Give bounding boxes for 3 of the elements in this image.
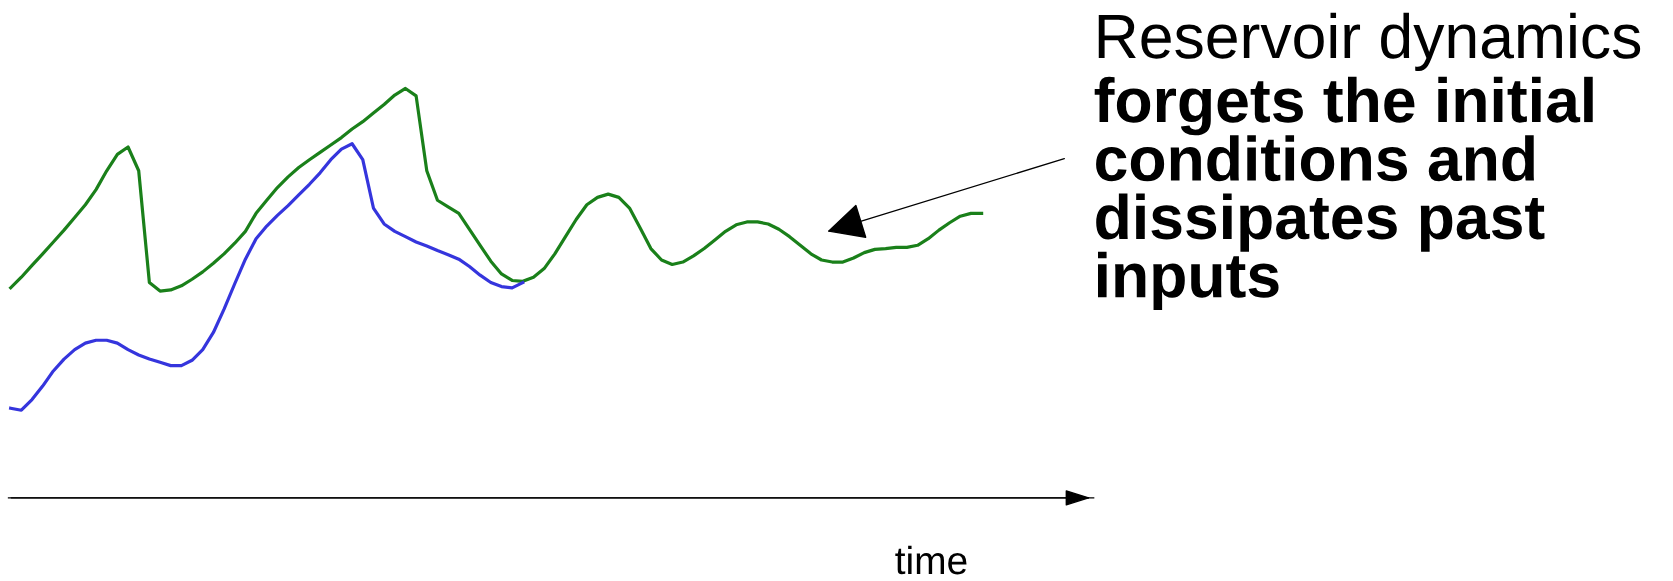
x-axis-title: time: [895, 545, 967, 575]
text: forgets the initial conditions and dissipates past inputs: [1094, 76, 1593, 311]
text: Reservoir dynamics: [1098, 12, 1641, 72]
